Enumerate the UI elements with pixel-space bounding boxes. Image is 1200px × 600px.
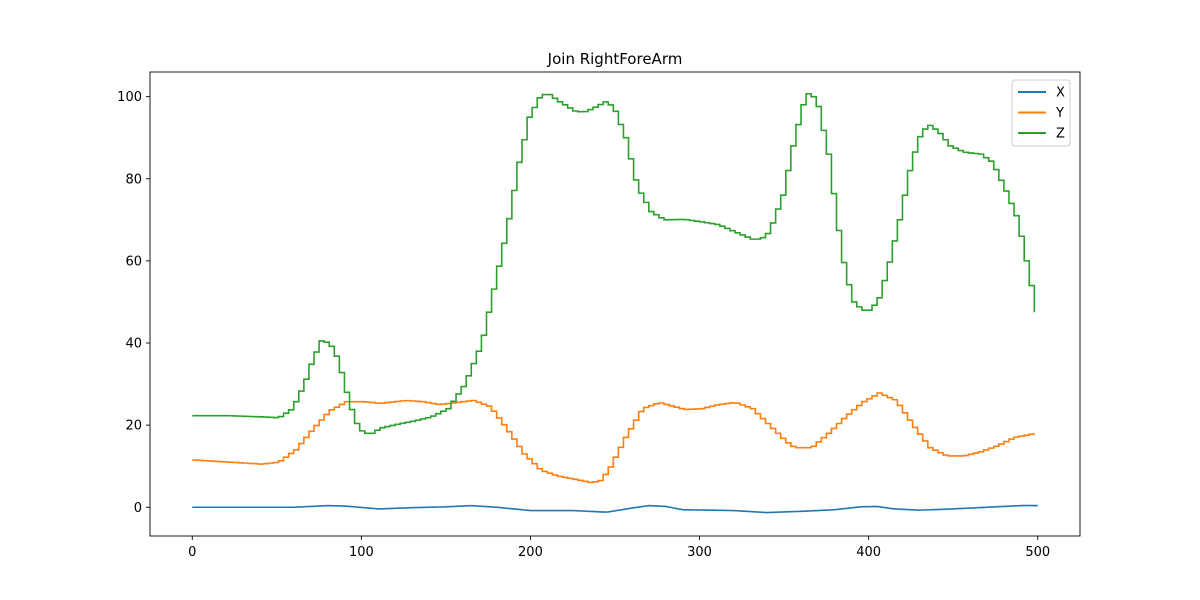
legend-label-y: Y xyxy=(1055,106,1064,121)
x-tick-label: 300 xyxy=(687,545,712,560)
series-line-z xyxy=(192,92,1036,435)
y-tick-label: 40 xyxy=(125,337,142,352)
x-tick-label: 400 xyxy=(856,545,881,560)
chart-title: Join RightForeArm xyxy=(547,50,683,68)
y-tick-label: 80 xyxy=(125,172,142,187)
axes-frame xyxy=(149,71,1081,537)
series-line-x xyxy=(192,504,1038,514)
legend-label-x: X xyxy=(1056,86,1065,101)
x-tick-label: 200 xyxy=(518,545,543,560)
legend: XYZ xyxy=(1011,79,1071,147)
x-tick-label: 500 xyxy=(1025,545,1050,560)
series-line-y xyxy=(192,392,1036,484)
x-tick-label: 0 xyxy=(188,545,196,560)
legend-label-z: Z xyxy=(1056,127,1065,142)
x-tick-label: 100 xyxy=(349,545,374,560)
y-tick-label: 0 xyxy=(134,501,142,516)
y-tick-label: 100 xyxy=(117,90,142,105)
plot-area: 0 100 200 300 400 500 0 20 40 60 80 100 XYZ xyxy=(117,71,1081,560)
y-tick-label: 20 xyxy=(125,419,142,434)
y-tick-label: 60 xyxy=(125,254,142,269)
